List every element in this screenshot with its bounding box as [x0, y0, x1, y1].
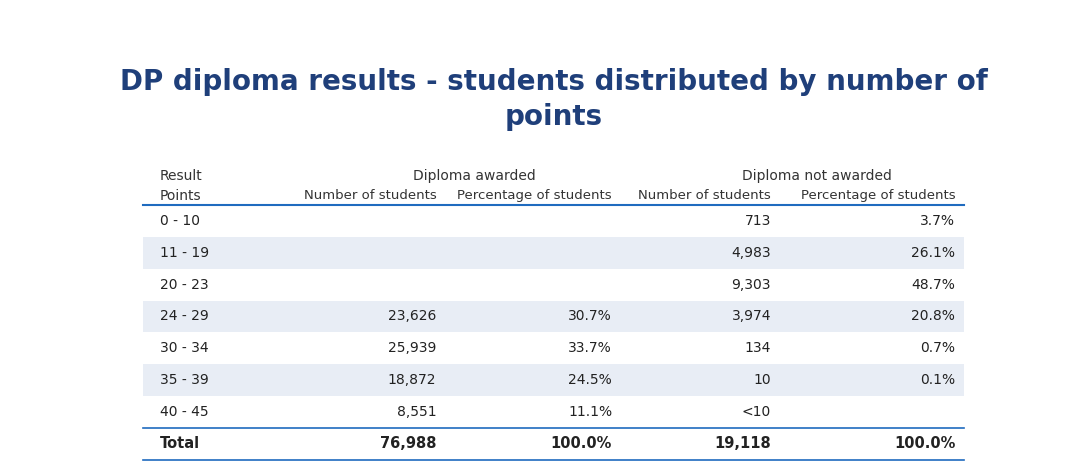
Text: 9,303: 9,303	[731, 278, 771, 292]
Text: 20 - 23: 20 - 23	[160, 278, 208, 292]
Text: 20.8%: 20.8%	[912, 310, 956, 323]
Text: 100.0%: 100.0%	[894, 436, 956, 451]
Text: 48.7%: 48.7%	[912, 278, 956, 292]
Text: Number of students: Number of students	[638, 189, 771, 202]
Text: 134: 134	[745, 342, 771, 355]
Text: 40 - 45: 40 - 45	[160, 405, 208, 419]
Text: Percentage of students: Percentage of students	[800, 189, 956, 202]
Text: 76,988: 76,988	[380, 436, 436, 451]
Text: 0.1%: 0.1%	[920, 373, 956, 387]
Text: 3.7%: 3.7%	[920, 214, 956, 228]
Text: 713: 713	[745, 214, 771, 228]
Text: 19,118: 19,118	[714, 436, 771, 451]
Text: 24.5%: 24.5%	[568, 373, 612, 387]
Bar	[144, 237, 963, 269]
Text: 25,939: 25,939	[388, 342, 436, 355]
Text: 11.1%: 11.1%	[568, 405, 612, 419]
Text: 4,983: 4,983	[731, 246, 771, 260]
Text: 24 - 29: 24 - 29	[160, 310, 208, 323]
Text: 30 - 34: 30 - 34	[160, 342, 208, 355]
Text: Diploma not awarded: Diploma not awarded	[742, 169, 892, 182]
Text: 18,872: 18,872	[388, 373, 436, 387]
Text: 100.0%: 100.0%	[551, 436, 612, 451]
Text: Points: Points	[160, 189, 202, 203]
Text: 0.7%: 0.7%	[920, 342, 956, 355]
Bar	[144, 364, 963, 396]
Text: 23,626: 23,626	[388, 310, 436, 323]
Text: 10: 10	[754, 373, 771, 387]
Text: 35 - 39: 35 - 39	[160, 373, 208, 387]
Text: 11 - 19: 11 - 19	[160, 246, 210, 260]
Text: DP diploma results - students distributed by number of
points: DP diploma results - students distribute…	[120, 68, 987, 131]
Text: <10: <10	[742, 405, 771, 419]
Text: 0 - 10: 0 - 10	[160, 214, 200, 228]
Text: Diploma awarded: Diploma awarded	[413, 169, 536, 182]
Text: 26.1%: 26.1%	[912, 246, 956, 260]
Text: 8,551: 8,551	[396, 405, 436, 419]
Text: 3,974: 3,974	[731, 310, 771, 323]
Bar	[144, 301, 963, 332]
Text: Percentage of students: Percentage of students	[458, 189, 612, 202]
Text: Number of students: Number of students	[303, 189, 436, 202]
Text: Result: Result	[160, 169, 203, 182]
Text: 33.7%: 33.7%	[568, 342, 612, 355]
Text: Total: Total	[160, 436, 200, 451]
Text: 30.7%: 30.7%	[568, 310, 612, 323]
